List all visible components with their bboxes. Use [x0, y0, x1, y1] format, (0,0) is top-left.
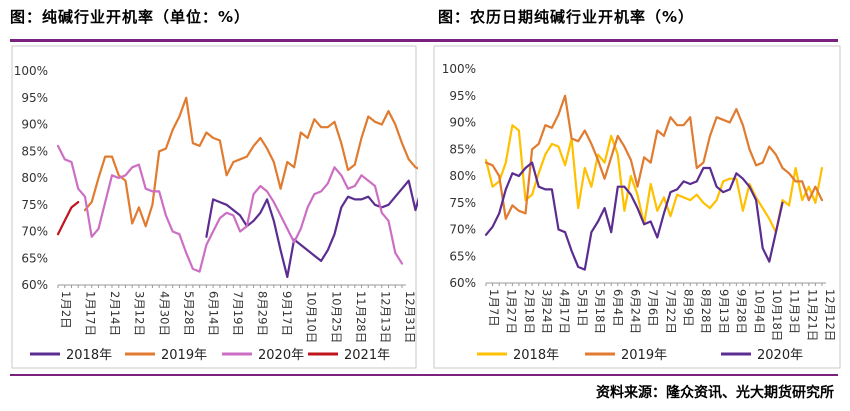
chart1-x-tick-label: 1月2日 [59, 291, 73, 329]
chart1-x-tick-label: 12月31日 [403, 291, 417, 343]
chart2-legend-label: 2020年 [757, 348, 803, 363]
chart1-series-line-2018 [205, 179, 418, 279]
chart1-legend-label: 2020年 [258, 348, 304, 363]
source-note: 资料来源：隆众资讯、光大期货研究所 [596, 385, 834, 401]
chart2-x-tick-label: 2月18日 [522, 289, 536, 334]
chart2-x-tick-label: 4月17日 [558, 289, 572, 334]
chart2-x-tick-label: 9月13日 [717, 289, 731, 334]
chart1-y-tick-label: 95% [21, 91, 48, 105]
chart1-y-tick-label: 80% [21, 171, 48, 185]
operating-rate-chart: 60% 65% 70% 75% 80% 85% 90% 95% 100% 1月2日 1月17日 2月1… [11, 45, 418, 369]
chart2-legend-label: 2018年 [513, 348, 559, 363]
chart1-legend-label: 2021年 [344, 348, 390, 363]
chart2-x-tick-label: 6月24日 [628, 289, 642, 334]
chart2-x-tick-label: 12月12日 [823, 289, 837, 341]
chart2-x-tick-label: 8月9日 [682, 289, 696, 327]
chart-title-right: 图：农历日期纯碱行业开机率（%） [438, 8, 695, 26]
chart2-x-tick-label: 3月24日 [540, 289, 554, 334]
chart1-legend-label: 2019年 [161, 348, 207, 363]
chart1-x-tick-label: 3月12日 [133, 291, 147, 336]
chart2-series-line-2020 [484, 161, 784, 271]
chart2-y-tick-label: 75% [449, 196, 476, 210]
chart1-x-tick-label: 2月14日 [108, 291, 122, 336]
chart1-x-tick-label: 10月10日 [305, 291, 319, 343]
chart1-y-tick-label: 85% [21, 144, 48, 158]
chart2-x-tick-label: 7月22日 [664, 289, 678, 334]
chart2-series-line-2018 [484, 124, 824, 234]
chart2-y-tick-label: 95% [449, 89, 476, 103]
chart1-y-tick-label: 70% [21, 225, 48, 239]
chart2-x-tick-label: 10月18日 [770, 289, 784, 341]
chart2-legend-label: 2019年 [621, 348, 667, 363]
chart2-x-tick-label: 1月7日 [487, 289, 501, 327]
chart1-y-tick-label: 60% [21, 278, 48, 292]
chart1-x-tick-label: 6月14日 [206, 291, 220, 336]
chart1-legend-label: 2018年 [66, 348, 112, 363]
chart2-y-tick-label: 70% [449, 223, 476, 237]
chart2-x-tick-label: 11月21日 [805, 289, 819, 341]
chart2-y-tick-label: 65% [449, 249, 476, 263]
chart2-x-tick-label: 5月18日 [593, 289, 607, 334]
chart1-x-tick-label: 11月28日 [354, 291, 368, 343]
chart1-y-tick-label: 100% [14, 64, 48, 78]
footer-divider [10, 374, 838, 376]
chart2-y-tick-label: 100% [442, 62, 476, 76]
chart1-x-tick-label: 12月13日 [378, 291, 392, 343]
chart1-y-tick-label: 75% [21, 198, 48, 212]
chart2-x-tick-label: 8月28日 [699, 289, 713, 334]
chart2-x-tick-label: 7月6日 [646, 289, 660, 327]
lunar-operating-rate-chart: 60% 65% 70% 75% 80% 85% 90% 95% 100% 1月7日 1月27日 2月1… [433, 45, 841, 369]
chart1-x-tick-label: 8月29日 [256, 291, 270, 336]
chart2-series-line-2019 [484, 94, 824, 220]
chart2-x-tick-label: 9月28日 [735, 289, 749, 334]
chart2-x-tick-label: 6月4日 [611, 289, 625, 327]
chart1-x-tick-label: 9月17日 [280, 291, 294, 336]
chart2-x-tick-label: 1月27日 [505, 289, 519, 334]
chart2-plot-frame [433, 45, 841, 369]
chart1-x-tick-label: 7月19日 [231, 291, 245, 336]
chart2-x-tick-label: 5月1日 [575, 289, 589, 327]
header-divider [10, 39, 838, 42]
chart1-series-line-2021 [56, 201, 80, 236]
chart-title-left: 图：纯碱行业开机率（单位：%） [10, 8, 251, 26]
chart1-x-tick-label: 5月28日 [182, 291, 196, 336]
chart1-y-tick-label: 65% [21, 251, 48, 265]
chart1-x-tick-label: 10月25日 [329, 291, 343, 343]
chart1-x-tick-label: 4月30日 [157, 291, 171, 336]
chart2-y-tick-label: 80% [449, 169, 476, 183]
chart1-x-tick-label: 1月17日 [84, 291, 98, 336]
chart2-y-tick-label: 85% [449, 142, 476, 156]
chart2-x-tick-label: 10月4日 [752, 289, 766, 334]
chart1-y-tick-label: 90% [21, 118, 48, 132]
chart2-y-tick-label: 90% [449, 116, 476, 130]
chart1-series-line-2019 [83, 96, 418, 228]
chart2-y-tick-label: 60% [449, 276, 476, 290]
chart2-x-tick-label: 11月3日 [788, 289, 802, 334]
chart1-series-line-2020 [56, 144, 404, 273]
